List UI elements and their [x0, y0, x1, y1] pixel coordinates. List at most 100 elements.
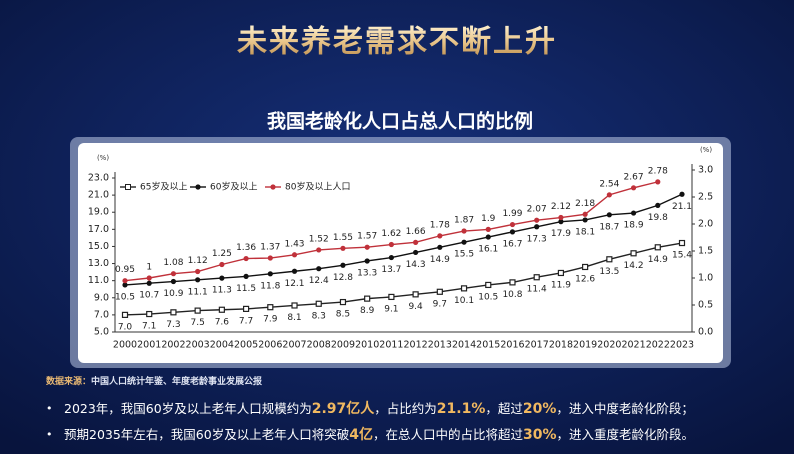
data-label: 9.1	[384, 304, 398, 314]
data-label: 1.57	[357, 232, 377, 242]
x-tick-label: 2007	[282, 340, 306, 351]
marker	[170, 309, 177, 316]
marker	[388, 293, 395, 301]
x-tick-label: 2021	[621, 340, 645, 351]
data-label: 2.54	[599, 179, 619, 189]
x-tick-label: 2008	[307, 340, 331, 351]
data-label: 8.3	[312, 311, 326, 321]
data-label: 7.0	[118, 322, 133, 332]
y2-tick-label: 1.5	[698, 246, 713, 257]
highlight: 20%	[523, 401, 557, 417]
chart-title: 我国老龄化人口占总人口的比例	[267, 110, 533, 133]
x-tick-label: 2010	[355, 340, 379, 351]
data-label: 8.1	[287, 313, 301, 323]
bullet-part: ，进入重度老龄化阶段。	[557, 427, 695, 442]
x-tick-label: 2009	[331, 340, 355, 351]
x-tick-label: 2014	[452, 340, 476, 351]
marker	[679, 191, 685, 197]
data-label: 13.7	[381, 265, 401, 275]
marker	[509, 279, 516, 286]
marker	[654, 244, 661, 251]
x-tick-label: 2022	[646, 340, 670, 351]
marker	[195, 277, 201, 283]
legend-marker	[125, 184, 131, 190]
data-label: 8.9	[360, 306, 375, 316]
marker	[485, 281, 492, 289]
data-label: 11.1	[188, 287, 208, 297]
y-tick-label: 15.0	[88, 241, 109, 252]
data-label: 10.5	[115, 292, 135, 302]
x-tick-label: 2005	[234, 340, 258, 351]
slide-title: 未来养老需求不断上升	[237, 25, 557, 60]
data-label: 21.1	[672, 202, 692, 212]
data-label: 13.5	[599, 267, 619, 277]
marker	[219, 261, 225, 268]
data-label: 17.3	[527, 234, 547, 244]
marker	[630, 250, 637, 257]
data-label: 14.9	[648, 255, 668, 265]
source: 数据来源：中国人口统计年鉴、年度老龄事业发展公报	[46, 375, 262, 387]
chart-panel	[78, 143, 723, 363]
x-tick-label: 2011	[379, 340, 403, 351]
bullet-part: ，超过	[485, 401, 523, 416]
marker	[461, 228, 467, 234]
data-label: 2.12	[551, 202, 571, 212]
marker	[364, 244, 370, 250]
y-axis-label: (%)	[97, 154, 109, 162]
marker	[267, 271, 273, 277]
data-label: 1.12	[188, 256, 208, 266]
data-label: 14.3	[406, 260, 426, 270]
highlight: 2.97亿人	[312, 400, 376, 417]
data-label: 16.1	[478, 245, 498, 255]
data-label: 1.55	[333, 233, 353, 243]
legend-label: 65岁及以上	[140, 181, 187, 193]
marker	[146, 280, 152, 286]
marker	[582, 217, 588, 223]
marker	[219, 275, 225, 281]
data-label: 11.4	[527, 285, 547, 295]
marker	[509, 229, 516, 235]
data-label: 7.7	[239, 316, 253, 326]
bullet-part: ，在总人口中的占比将超过	[373, 427, 524, 442]
marker	[558, 219, 564, 225]
data-label: 7.6	[215, 317, 230, 327]
data-label: 11.9	[551, 280, 571, 290]
data-label: 12.4	[309, 276, 329, 286]
marker	[485, 234, 491, 240]
data-label: 1.87	[454, 216, 474, 226]
data-label: 2.07	[527, 205, 547, 215]
marker	[557, 269, 565, 277]
y-tick-label: 7.0	[94, 309, 109, 320]
data-label: 10.5	[478, 292, 498, 302]
data-label: 1.9	[481, 214, 496, 224]
data-label: 1.66	[406, 227, 426, 237]
data-label: 8.5	[336, 310, 350, 320]
marker	[291, 252, 298, 258]
bullet-part: ，占比约为	[374, 401, 437, 416]
marker	[146, 275, 152, 281]
y2-tick-label: 1.0	[698, 273, 713, 284]
data-label: 13.3	[357, 268, 377, 278]
data-label: 9.7	[433, 299, 447, 309]
y2-tick-label: 0.5	[698, 300, 713, 311]
bullet-dot: •	[46, 428, 53, 441]
data-label: 7.3	[166, 320, 180, 330]
legend-marker	[195, 184, 201, 190]
marker	[582, 211, 588, 217]
marker	[437, 233, 443, 239]
y2-tick-label: 3.0	[698, 165, 713, 176]
data-label: 19.8	[648, 213, 668, 223]
marker	[340, 245, 346, 251]
highlight: 30%	[523, 427, 557, 443]
x-tick-label: 2002	[161, 340, 185, 351]
series-line	[124, 193, 683, 286]
marker	[364, 258, 370, 264]
legend-marker	[270, 184, 276, 190]
marker	[242, 305, 250, 312]
marker	[606, 256, 613, 263]
data-label: 10.7	[139, 291, 159, 301]
y-tick-label: 9.0	[94, 292, 109, 303]
marker	[316, 247, 322, 253]
marker	[339, 298, 347, 306]
